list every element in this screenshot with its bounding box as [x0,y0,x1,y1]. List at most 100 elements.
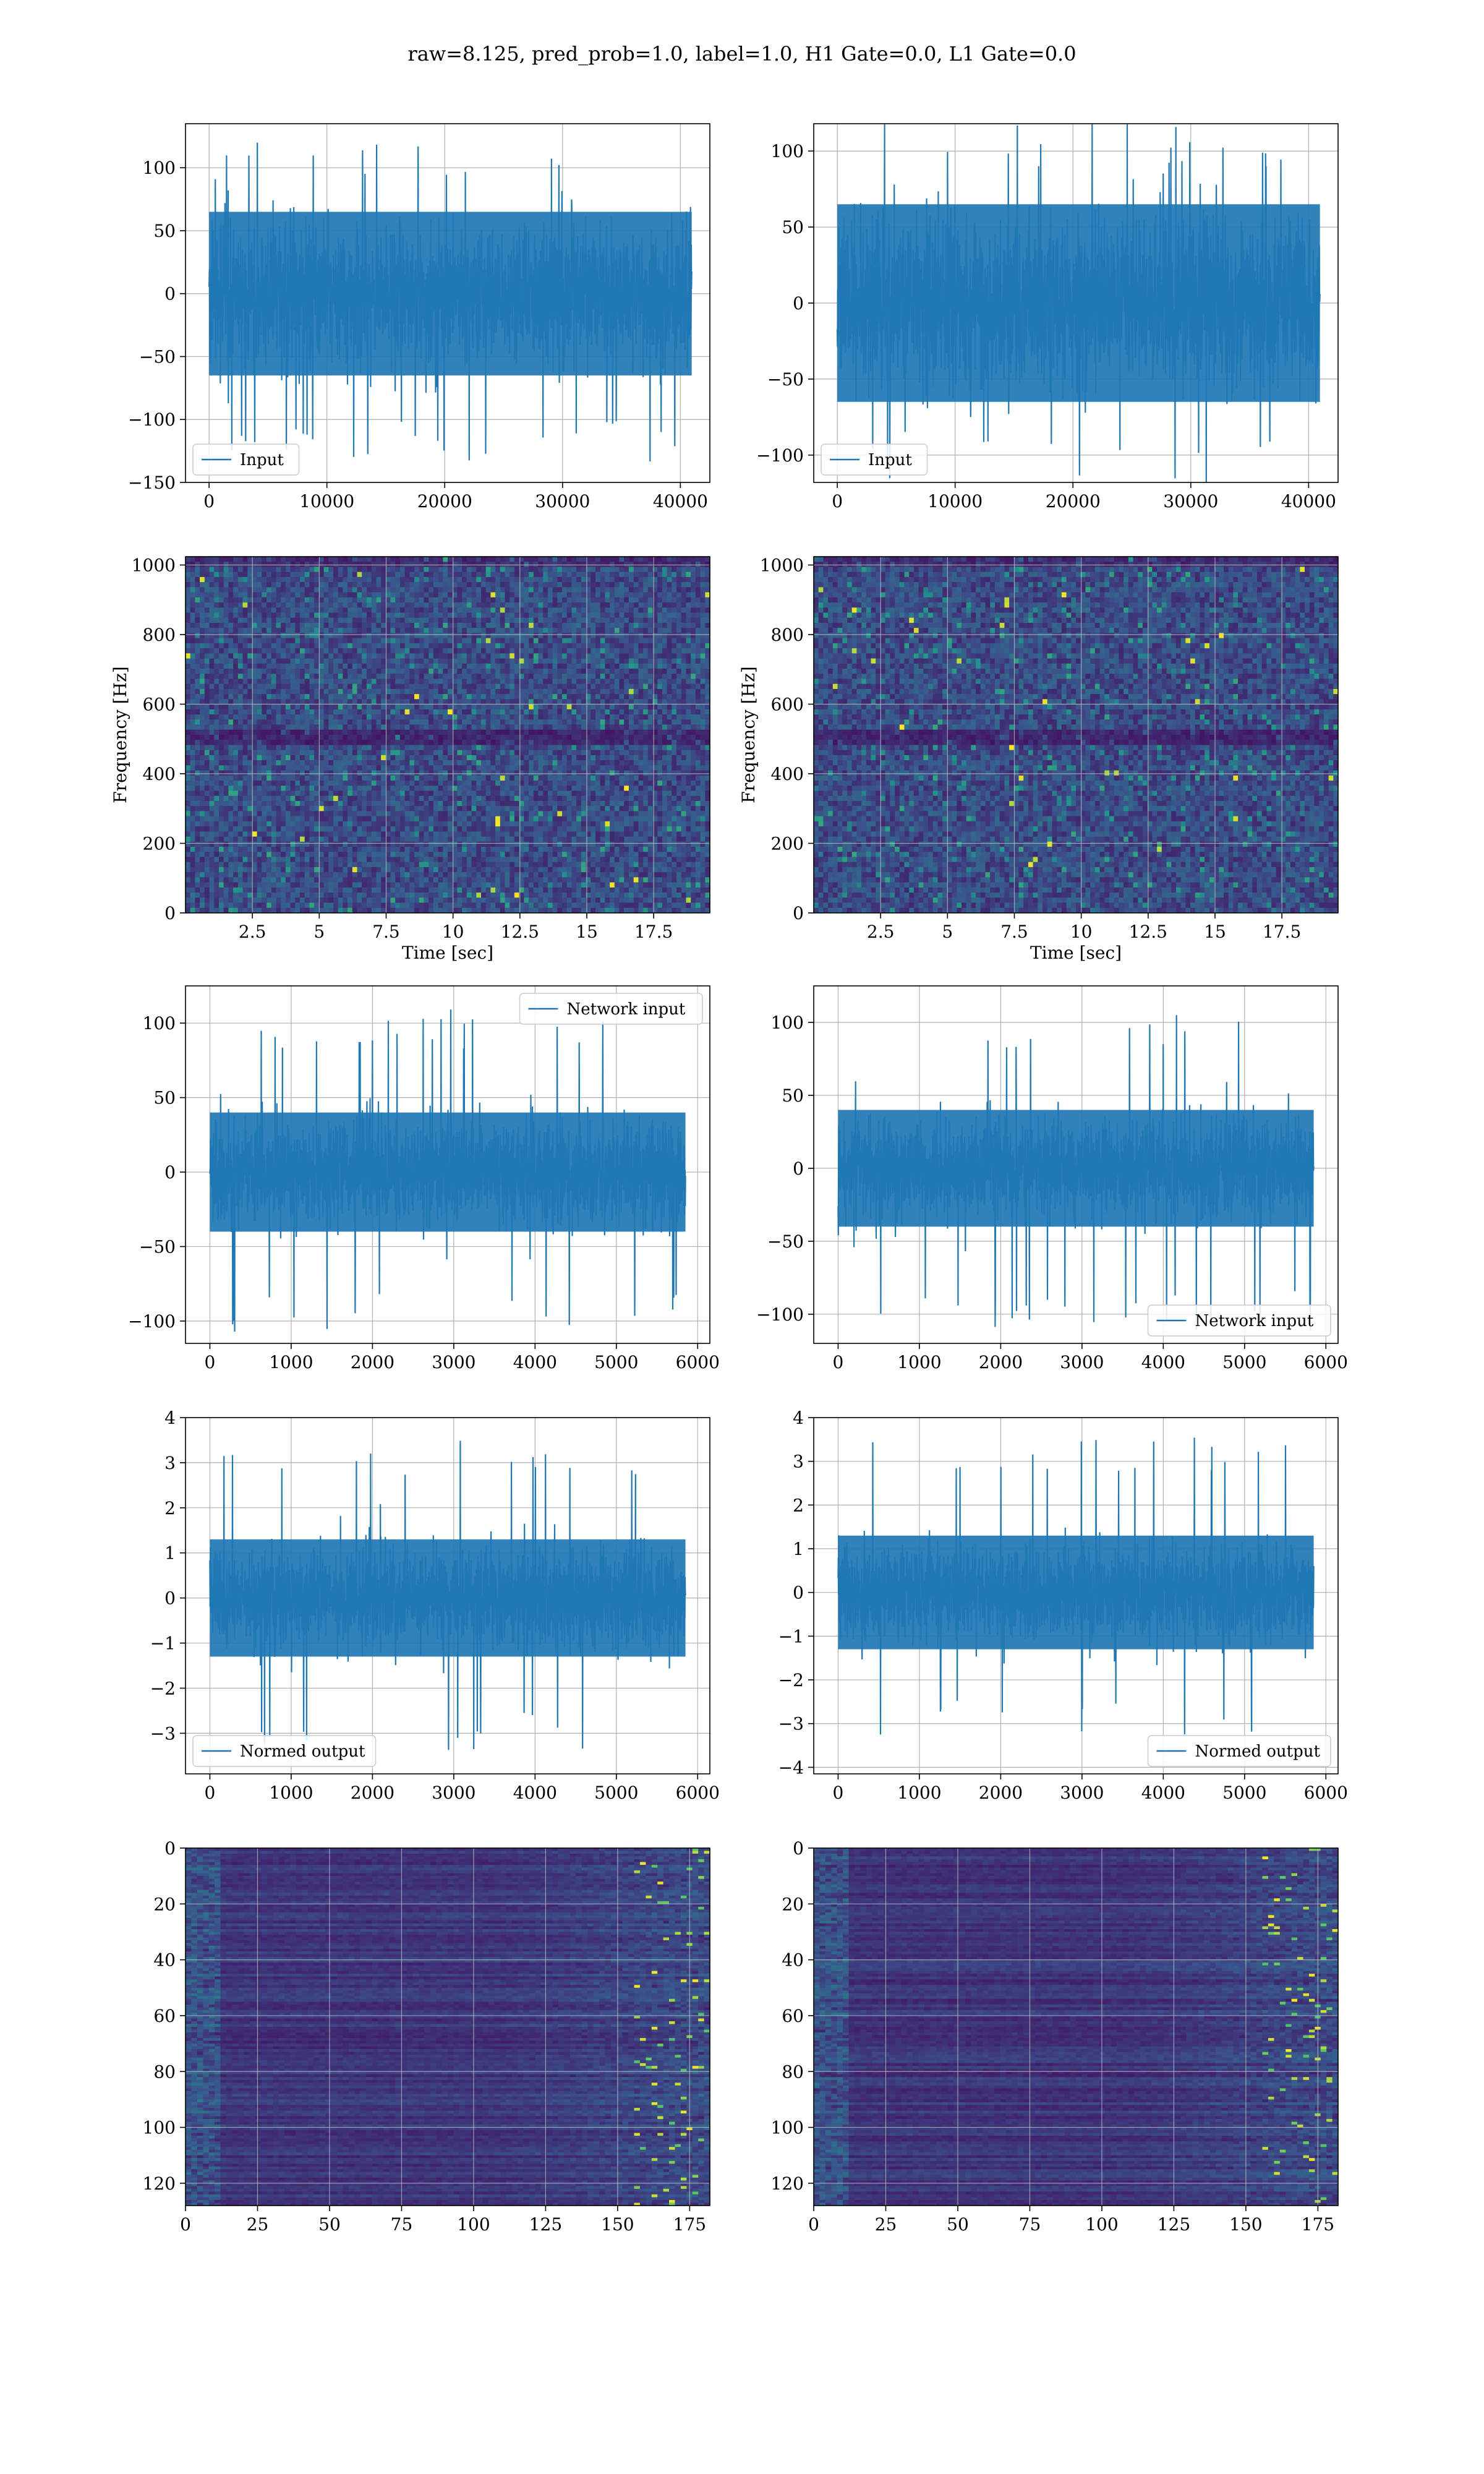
heatmap-cell [610,765,615,771]
heatmap-cell [318,602,325,608]
heatmap-cell [257,653,262,659]
heatmap-cell [276,669,281,674]
heatmap-cell [619,597,625,603]
heatmap-cell [438,658,443,664]
heatmap-cell [581,699,587,705]
heatmap-cell [686,683,691,690]
heatmap-cell [328,729,334,735]
heatmap-cell [333,597,339,603]
heatmap-cell [652,597,658,603]
heatmap-cell [385,674,391,680]
heatmap-cell [376,607,382,614]
heatmap-cell [314,719,320,726]
heatmap-cell [672,653,677,659]
heatmap-cell [686,678,691,685]
heatmap-cell [562,557,568,562]
heatmap-cell [529,775,534,781]
heatmap-cell [257,755,262,761]
heatmap-cell [390,663,396,669]
heatmap-cell [638,607,644,614]
heatmap-cell [314,765,320,771]
heatmap-cell [357,597,362,603]
heatmap-cell [691,688,696,695]
heatmap-cell [409,674,415,680]
heatmap-cell [443,735,448,740]
heatmap-cell [705,653,710,659]
heatmap-cell [552,699,558,705]
heatmap-cell [414,643,420,649]
heatmap-cell [333,607,339,614]
heatmap-cell [309,765,315,771]
heatmap-cell [190,648,195,654]
heatmap-cell [543,597,548,603]
heatmap-cell [281,643,286,649]
heatmap-cell [237,775,244,781]
heatmap-cell [343,760,348,766]
heatmap-cell [399,582,406,588]
heatmap-cell [595,694,601,700]
heatmap-cell [214,699,220,705]
heatmap-cell [605,663,610,669]
heatmap-cell [647,765,654,771]
heatmap-cell [652,770,658,776]
heatmap-cell [647,658,654,664]
heatmap-cell [290,567,296,573]
heatmap-cell [381,653,386,659]
heatmap-cell [219,688,224,695]
heatmap-cell [600,571,605,578]
heatmap-cell [610,699,615,705]
heatmap-cell [195,576,200,583]
heatmap-cell [448,714,453,720]
heatmap-cell [395,735,401,740]
heatmap-cell [610,597,615,603]
heatmap-cell [195,557,200,562]
heatmap-cell [628,775,634,781]
heatmap-cell [376,643,382,649]
heatmap-cell [309,607,315,614]
heatmap-cell [414,567,420,573]
heatmap-cell [538,597,544,603]
heatmap-cell [219,658,224,664]
heatmap-cell [242,597,248,603]
heatmap-cell [691,557,696,562]
heatmap-cell [448,592,453,598]
heatmap-cell [643,688,649,695]
heatmap-cell [200,724,205,730]
heatmap-cell [371,694,377,700]
heatmap-cell [186,607,191,614]
heatmap-cell [366,658,372,664]
heatmap-cell [633,714,639,720]
heatmap-cell [352,709,358,715]
heatmap-cell [381,781,386,786]
heatmap-cell [705,628,710,633]
heatmap-cell [252,781,258,786]
heatmap-cell [633,617,639,623]
heatmap-cell [600,740,605,745]
heatmap-cell [223,760,229,766]
heatmap-cell [638,643,644,649]
heatmap-cell [429,557,434,562]
heatmap-cell [481,663,487,669]
heatmap-cell [328,663,334,669]
heatmap-cell [267,571,272,578]
heatmap-cell [276,709,281,715]
heatmap-cell [424,709,429,715]
heatmap-cell [252,729,258,735]
heatmap-cell [200,576,205,583]
heatmap-cell [414,709,420,715]
heatmap-cell [252,740,258,745]
heatmap-cell [595,576,601,583]
heatmap-cell [276,688,281,695]
heatmap-cell [638,576,644,583]
heatmap-cell [605,745,610,751]
heatmap-cell [271,781,277,786]
x-tick-label: 30000 [1163,491,1218,511]
heatmap-cell [662,750,668,756]
heatmap-cell [591,729,596,735]
heatmap-cell [267,582,272,588]
heatmap-cell [404,669,410,674]
heatmap-cell [462,674,467,680]
heatmap-cell [457,688,463,695]
heatmap-cell [399,674,406,680]
heatmap-cell [547,628,553,633]
